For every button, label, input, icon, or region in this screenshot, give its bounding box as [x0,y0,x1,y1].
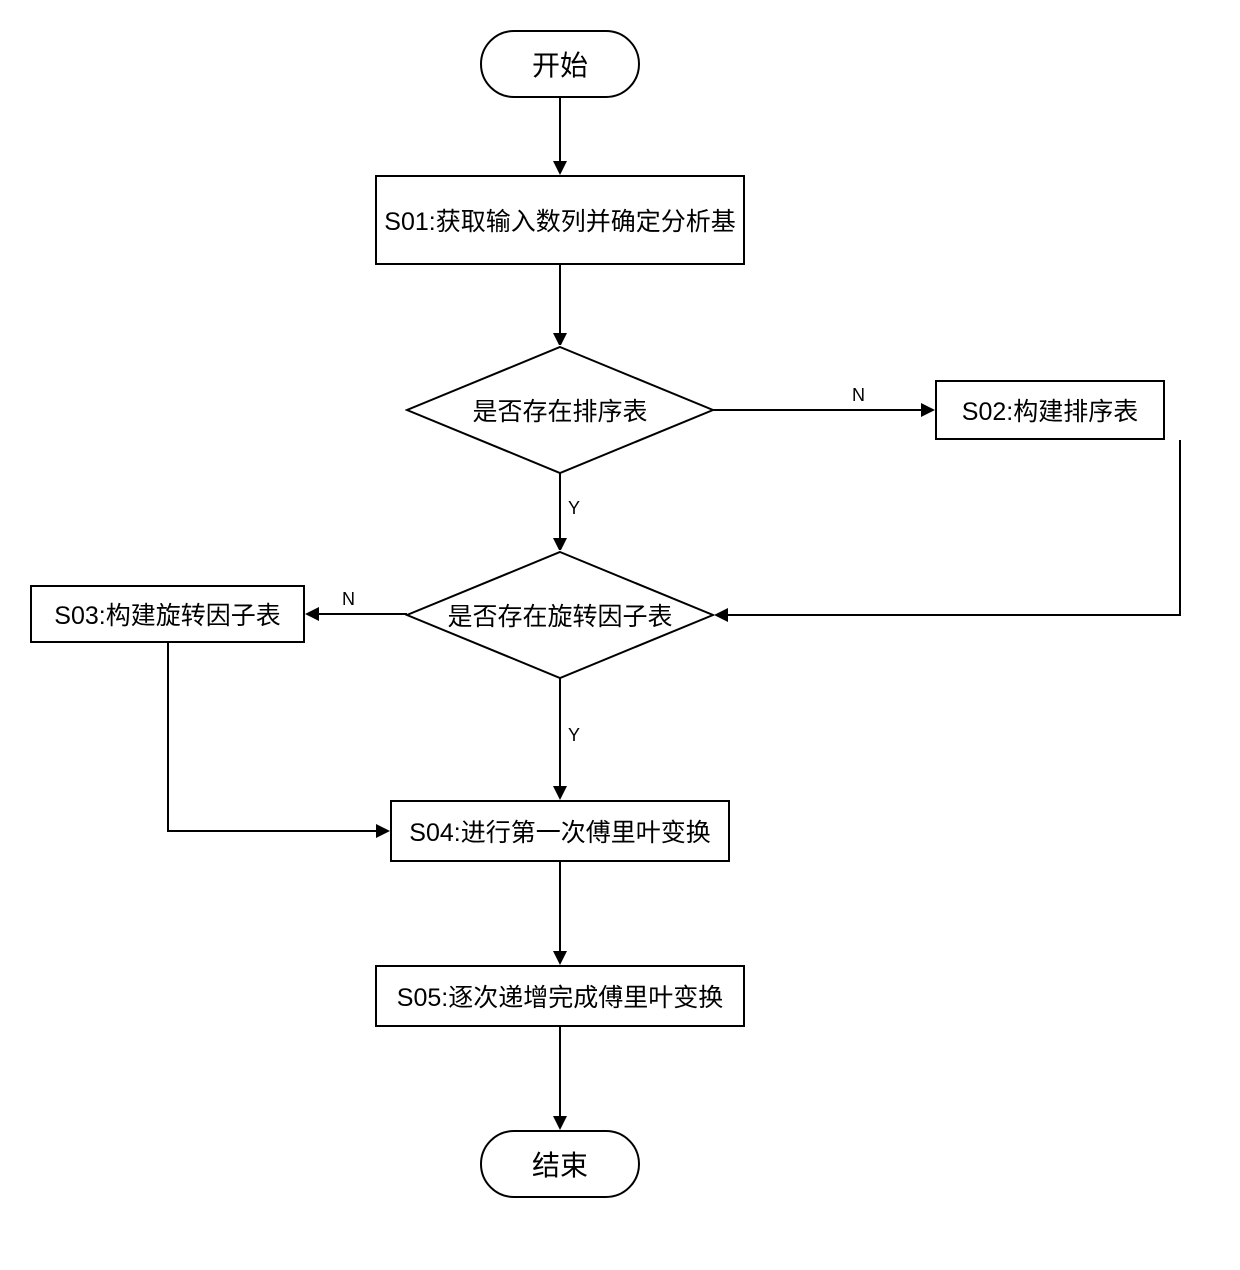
flowchart-container: 开始 S01:获取输入数列并确定分析基 是否存在排序表 N S02:构建排序表 … [0,0,1240,1270]
s03-node: S03:构建旋转因子表 [30,585,305,643]
s01-label: S01:获取输入数列并确定分析基 [384,202,735,238]
edge-dec2-s03 [319,613,407,615]
decision2-node: 是否存在旋转因子表 [405,550,715,680]
edge-dec1-dec2 [559,473,561,538]
decision1-node: 是否存在排序表 [405,345,715,475]
s02-label: S02:构建排序表 [962,392,1138,428]
edge-s01-dec1 [559,265,561,333]
s03-label: S03:构建旋转因子表 [54,596,280,632]
arrowhead [921,403,935,417]
edge-dec2-s04 [559,678,561,788]
end-label: 结束 [532,1144,588,1184]
edge-s02-dec2-h [728,614,1181,616]
edge-s02-dec2-v [1179,440,1181,616]
arrowhead [376,824,390,838]
edge-label-y2: Y [566,725,582,746]
s05-label: S05:逐次递增完成傅里叶变换 [397,978,723,1014]
edge-label-n1: N [850,385,867,406]
arrowhead [553,1116,567,1130]
s04-label: S04:进行第一次傅里叶变换 [409,813,710,849]
arrowhead [714,608,728,622]
edge-s03-s04-v [167,643,169,830]
s02-node: S02:构建排序表 [935,380,1165,440]
edge-label-n2: N [340,589,357,610]
s05-node: S05:逐次递增完成傅里叶变换 [375,965,745,1027]
s01-node: S01:获取输入数列并确定分析基 [375,175,745,265]
dec1-label: 是否存在排序表 [472,392,647,428]
arrowhead [305,607,319,621]
edge-s05-end [559,1027,561,1116]
edge-s04-s05 [559,862,561,951]
arrowhead [553,786,567,800]
s04-node: S04:进行第一次傅里叶变换 [390,800,730,862]
arrowhead [553,161,567,175]
arrowhead [553,951,567,965]
edge-dec1-s02 [713,409,921,411]
edge-start-s01 [559,98,561,161]
edge-s03-s04-h [167,830,376,832]
start-label: 开始 [532,44,588,84]
end-node: 结束 [480,1130,640,1198]
edge-label-y1: Y [566,498,582,519]
dec2-label: 是否存在旋转因子表 [447,597,672,633]
start-node: 开始 [480,30,640,98]
